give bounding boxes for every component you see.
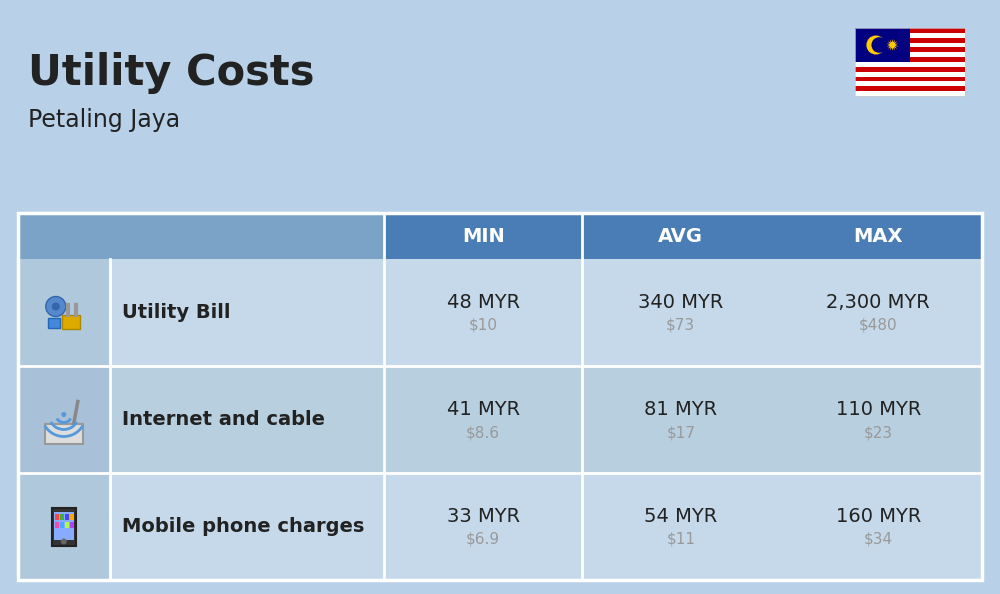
Bar: [65, 513, 69, 520]
Bar: [70, 513, 74, 520]
Bar: [855, 33, 965, 37]
Text: Internet and cable: Internet and cable: [122, 410, 325, 429]
Bar: [52, 507, 76, 545]
Bar: [855, 72, 965, 77]
Text: 81 MYR: 81 MYR: [644, 400, 717, 419]
Text: 340 MYR: 340 MYR: [638, 293, 723, 312]
Text: MIN: MIN: [462, 226, 505, 245]
Bar: [18, 366, 982, 473]
Circle shape: [871, 37, 887, 53]
Bar: [55, 513, 59, 520]
Text: 48 MYR: 48 MYR: [447, 293, 520, 312]
Circle shape: [46, 296, 66, 317]
Circle shape: [61, 539, 67, 545]
Text: $480: $480: [859, 318, 898, 333]
Bar: [855, 57, 965, 62]
Bar: [855, 28, 910, 62]
Text: $23: $23: [864, 425, 893, 440]
Bar: [18, 366, 110, 473]
Text: AVG: AVG: [658, 226, 703, 245]
Bar: [855, 81, 965, 86]
Bar: [18, 473, 982, 580]
Bar: [18, 473, 110, 580]
Bar: [62, 314, 80, 328]
Bar: [54, 511, 74, 539]
Text: 41 MYR: 41 MYR: [447, 400, 520, 419]
Bar: [48, 318, 60, 327]
Text: $17: $17: [666, 425, 695, 440]
Bar: [855, 62, 965, 67]
Bar: [18, 259, 982, 366]
Text: $11: $11: [666, 532, 695, 547]
Text: $10: $10: [469, 318, 498, 333]
Bar: [855, 91, 965, 96]
Bar: [855, 37, 965, 43]
Text: MAX: MAX: [854, 226, 903, 245]
Bar: [65, 522, 69, 527]
Circle shape: [61, 412, 66, 417]
Bar: [855, 28, 965, 96]
Circle shape: [866, 36, 885, 55]
Bar: [855, 52, 965, 57]
Polygon shape: [886, 39, 898, 51]
Text: $6.9: $6.9: [466, 532, 500, 547]
Text: 110 MYR: 110 MYR: [836, 400, 921, 419]
Text: 2,300 MYR: 2,300 MYR: [826, 293, 930, 312]
Circle shape: [52, 302, 60, 311]
Text: 33 MYR: 33 MYR: [447, 507, 520, 526]
Text: $8.6: $8.6: [466, 425, 500, 440]
Text: Petaling Jaya: Petaling Jaya: [28, 108, 180, 132]
Bar: [70, 522, 74, 527]
Bar: [18, 213, 982, 259]
Bar: [110, 213, 384, 259]
Bar: [60, 513, 64, 520]
Text: $73: $73: [666, 318, 695, 333]
Bar: [855, 86, 965, 91]
Bar: [855, 48, 965, 52]
Bar: [855, 28, 965, 33]
Bar: [18, 213, 110, 259]
Bar: [60, 522, 64, 527]
Text: Utility Bill: Utility Bill: [122, 303, 230, 322]
Bar: [855, 67, 965, 72]
Text: 54 MYR: 54 MYR: [644, 507, 717, 526]
Bar: [18, 259, 110, 366]
Bar: [55, 522, 59, 527]
Bar: [18, 213, 982, 580]
Text: 160 MYR: 160 MYR: [836, 507, 921, 526]
Bar: [855, 43, 965, 48]
Bar: [855, 77, 965, 81]
Text: Mobile phone charges: Mobile phone charges: [122, 517, 364, 536]
Text: Utility Costs: Utility Costs: [28, 52, 314, 94]
Bar: [45, 424, 83, 444]
Text: $34: $34: [864, 532, 893, 547]
